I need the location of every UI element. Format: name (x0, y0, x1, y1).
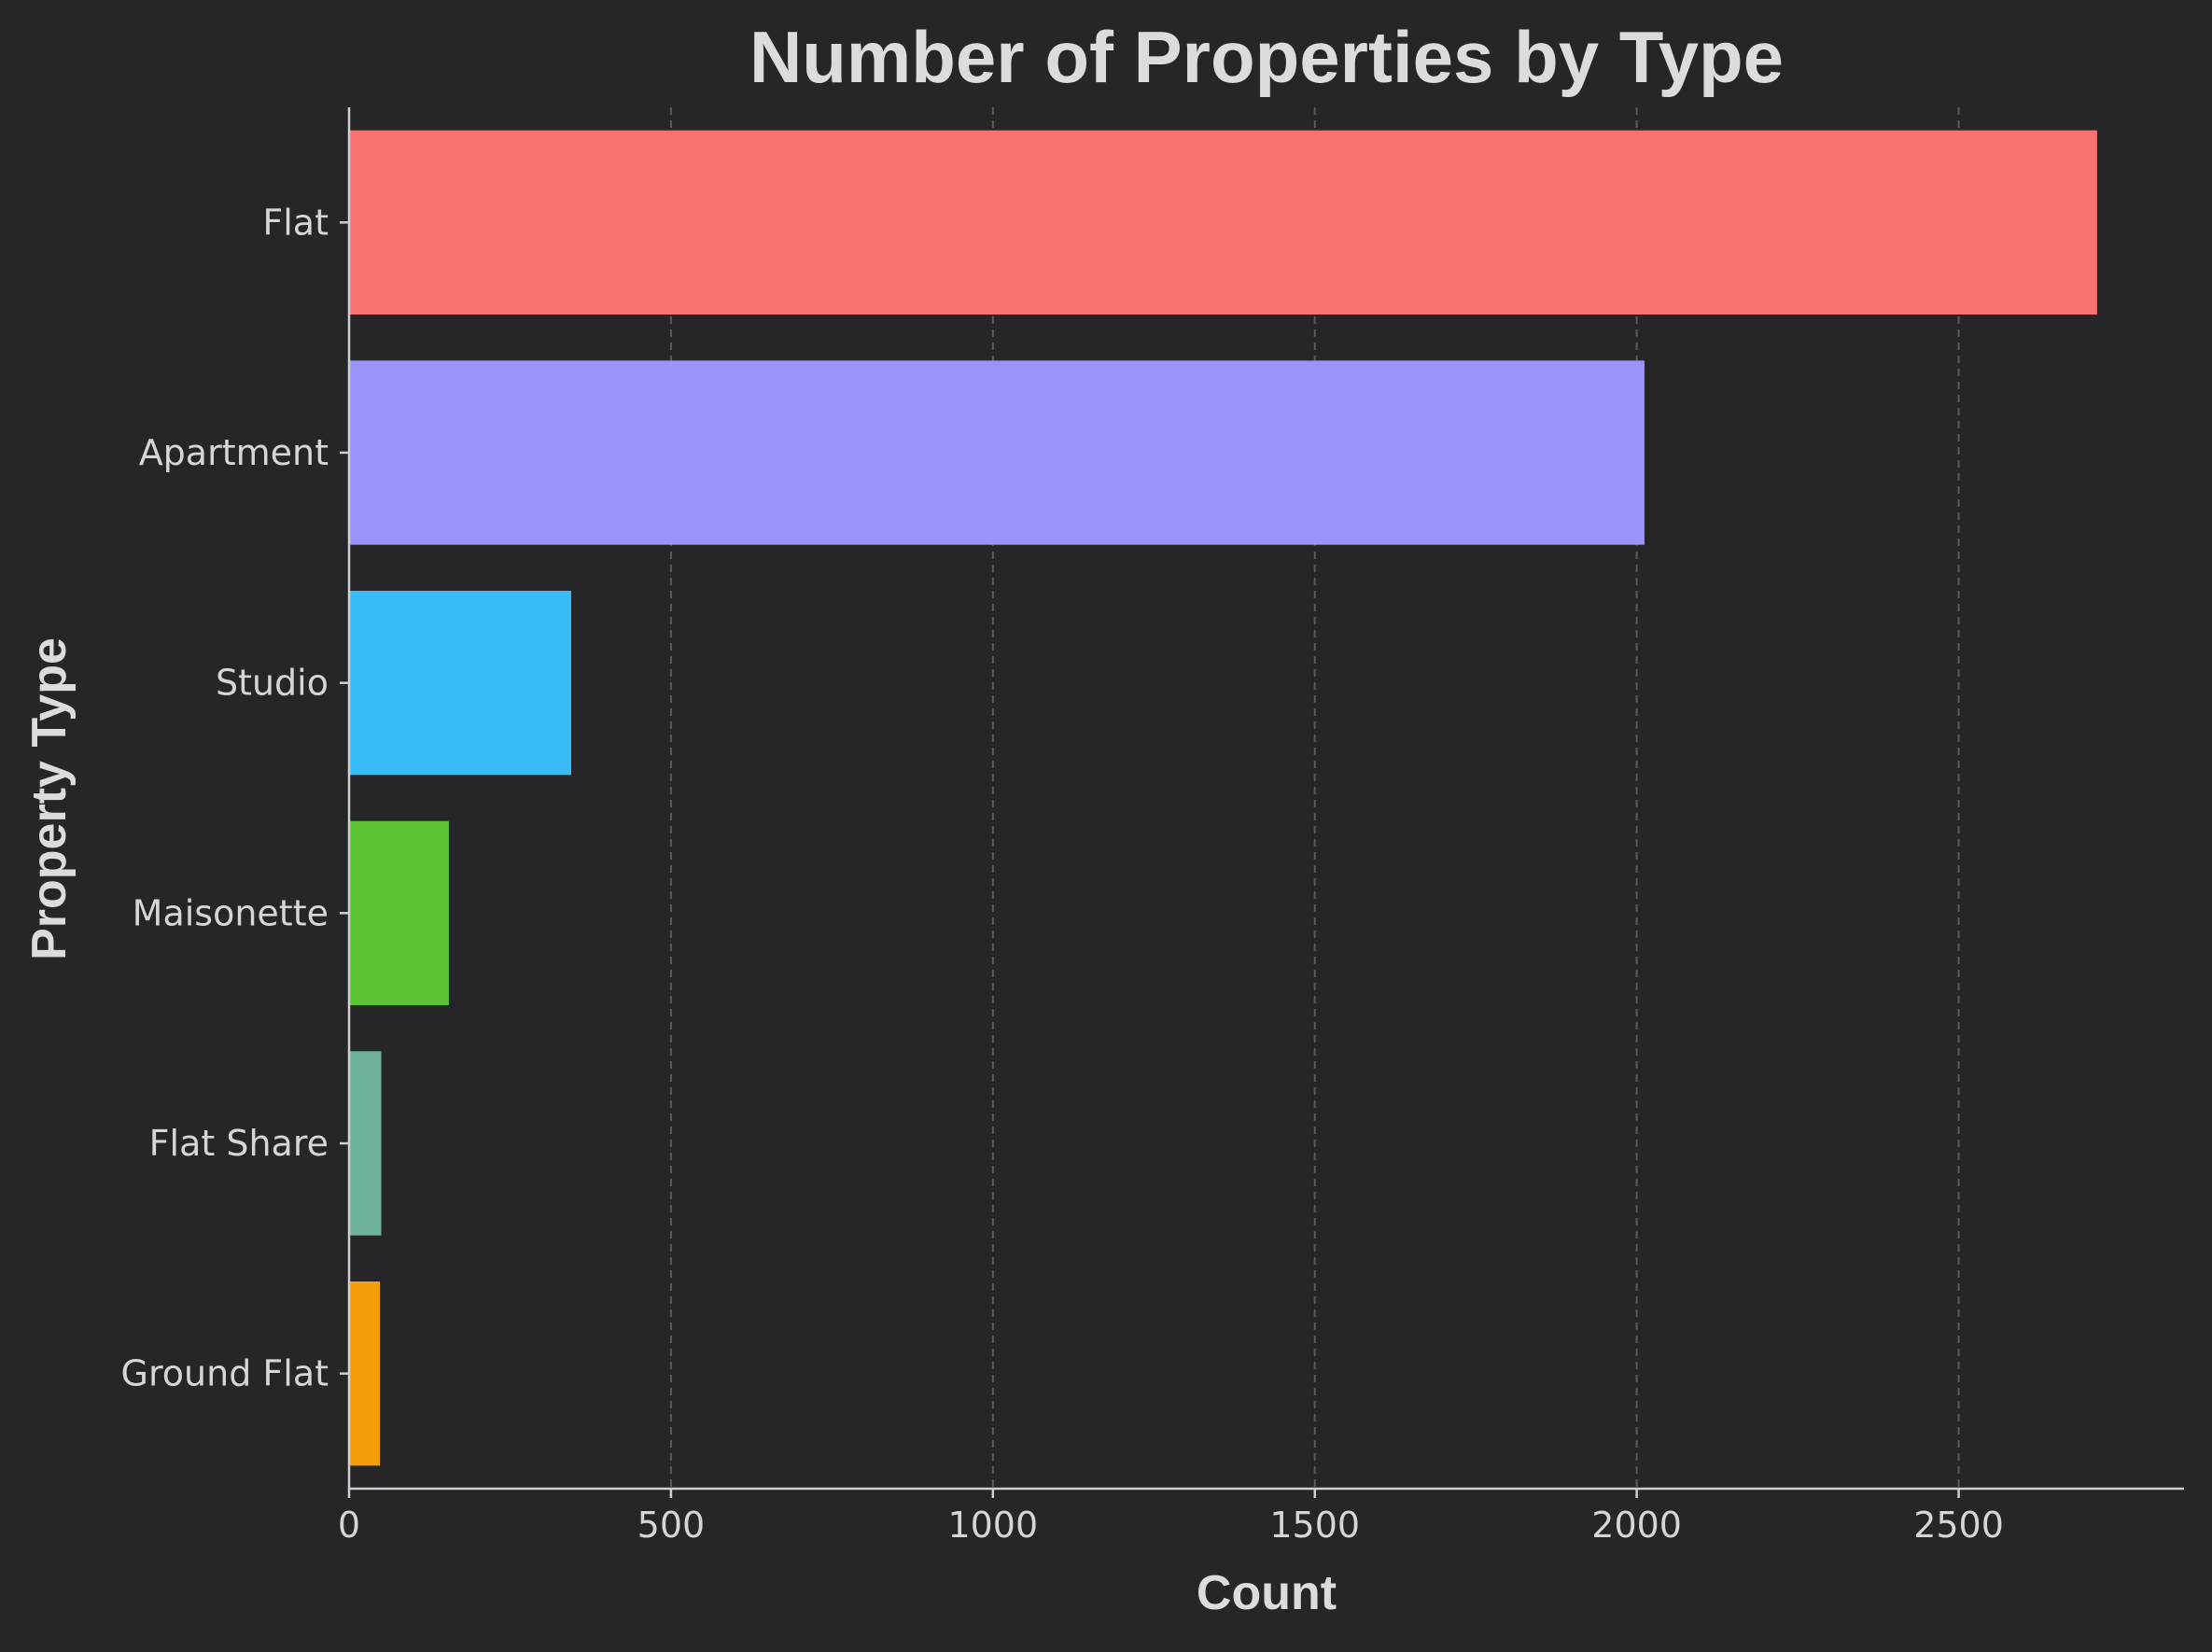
bar-maisonette (349, 820, 449, 1005)
y-tick-label: Studio (216, 663, 329, 704)
bar-studio (349, 591, 571, 776)
grid-lines (669, 107, 1960, 1489)
bar-flat-share (349, 1051, 382, 1236)
x-tick-label: 2500 (1913, 1505, 2004, 1546)
x-axis-title: Count (1197, 1566, 1337, 1620)
y-tick-label: Maisonette (133, 892, 329, 933)
x-axis-ticks: 0 500 1000 1500 2000 2500 (338, 1489, 2004, 1546)
bar-apartment (349, 360, 1645, 545)
x-tick-label: 2000 (1591, 1505, 1682, 1546)
bars (349, 130, 2097, 1466)
bar-ground-flat (349, 1281, 381, 1466)
y-tick-label: Flat Share (149, 1123, 329, 1164)
chart-title: Number of Properties by Type (749, 16, 1784, 98)
y-axis-title: Property Type (22, 637, 77, 960)
x-tick-label: 1000 (947, 1505, 1038, 1546)
bar-flat (349, 130, 2097, 315)
y-tick-label: Apartment (139, 432, 329, 473)
x-tick-label: 1500 (1269, 1505, 1360, 1546)
y-axis-ticks: Flat Apartment Studio Maisonette Flat Share G… (121, 202, 349, 1394)
x-tick-label: 0 (338, 1505, 360, 1546)
x-tick-label: 500 (637, 1505, 706, 1546)
y-tick-label: Ground Flat (121, 1353, 329, 1394)
y-tick-label: Flat (262, 202, 329, 243)
